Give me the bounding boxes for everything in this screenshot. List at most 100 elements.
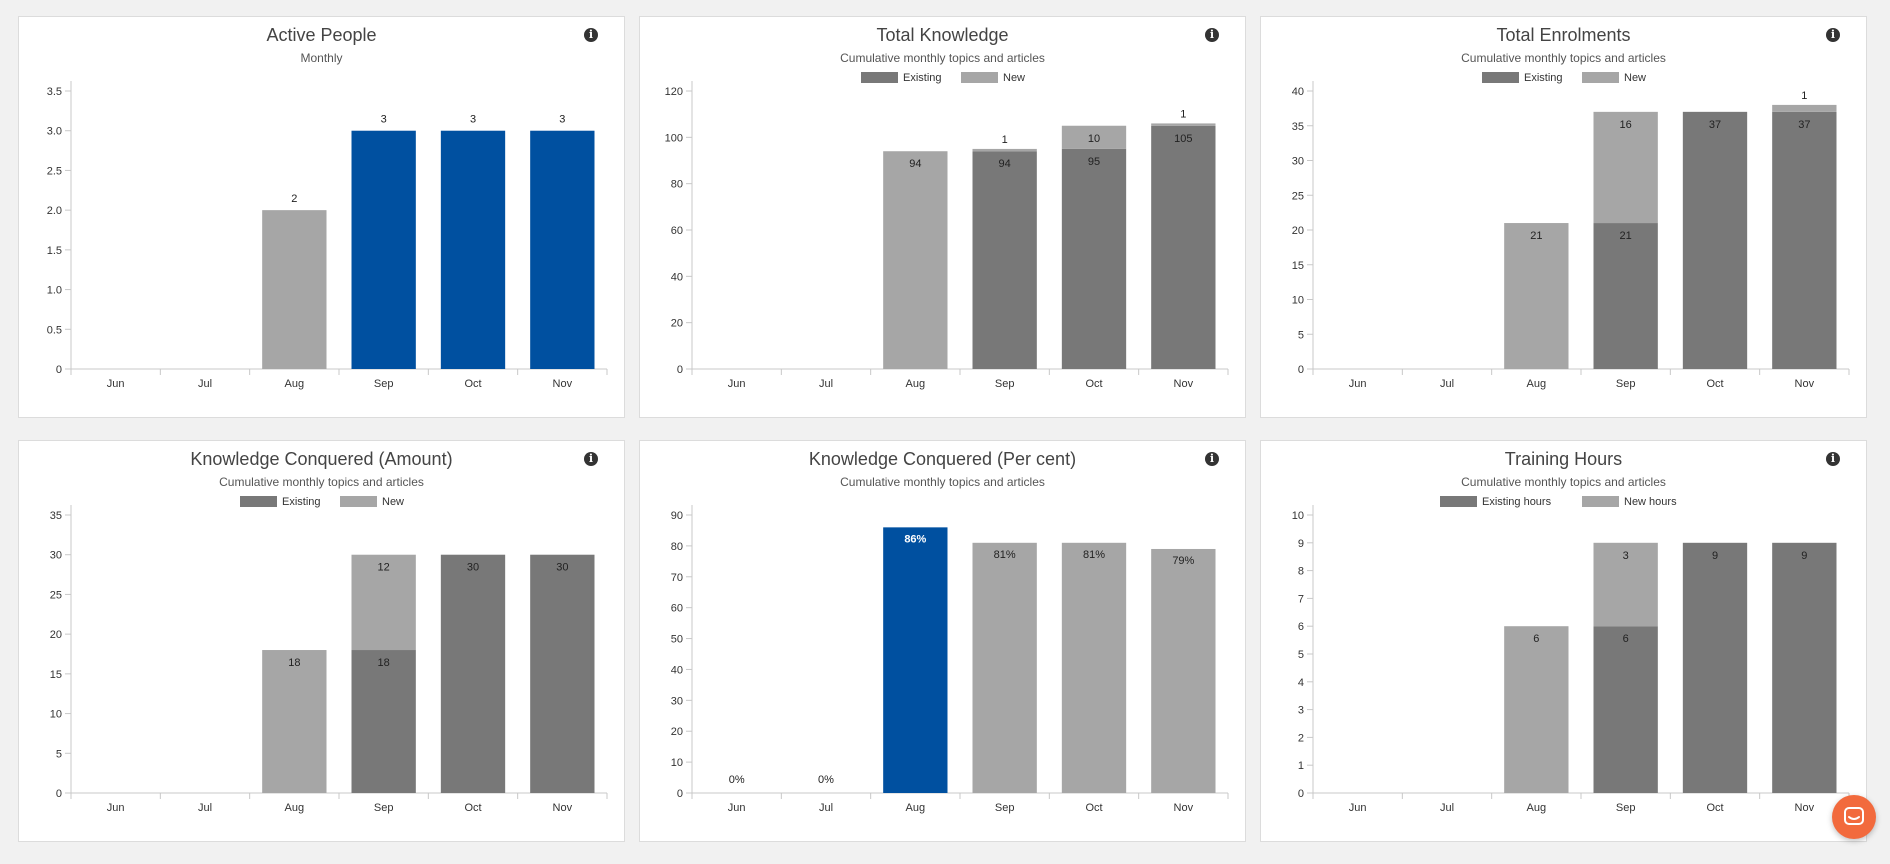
legend-label: Existing bbox=[903, 72, 942, 84]
legend-label: Existing hours bbox=[1482, 496, 1552, 508]
bar-existing bbox=[1682, 542, 1748, 793]
legend-swatch bbox=[861, 72, 898, 83]
x-tick-label: Jul bbox=[198, 802, 212, 814]
x-tick-label: Oct bbox=[1085, 802, 1102, 814]
x-tick-label: Aug bbox=[285, 378, 305, 390]
y-tick-label: 0 bbox=[1298, 364, 1304, 376]
chart-panel-total-enrolments: Total Enrolments Cumulative monthly topi… bbox=[1260, 16, 1867, 418]
bar-existing bbox=[972, 151, 1037, 369]
bar-existing bbox=[1772, 111, 1837, 369]
data-label: 6 bbox=[1533, 633, 1539, 645]
y-tick-label: 20 bbox=[671, 726, 683, 738]
x-tick-label: Jun bbox=[107, 378, 125, 390]
panel-title: Training Hours bbox=[1504, 449, 1623, 469]
panel-title: Total Enrolments bbox=[1496, 25, 1631, 45]
data-label: 30 bbox=[556, 562, 568, 574]
data-label: 94 bbox=[999, 158, 1011, 170]
y-tick-label: 100 bbox=[665, 132, 683, 144]
legend-label: New hours bbox=[1624, 496, 1677, 508]
total-knowledge-chart: Existing New 0 20 40 60 80 100 120 Jun Jul Aug Sep Oc… bbox=[665, 72, 1229, 390]
x-tick-label: Oct bbox=[464, 378, 481, 390]
panel-subtitle: Monthly bbox=[300, 51, 343, 65]
y-tick-label: 2.0 bbox=[47, 205, 62, 217]
y-tick-label: 60 bbox=[671, 225, 683, 237]
bar-new bbox=[1593, 111, 1658, 224]
x-tick-label: Aug bbox=[1527, 378, 1547, 390]
data-label: 105 bbox=[1174, 133, 1192, 145]
data-label: 21 bbox=[1620, 230, 1632, 242]
legend-label: New bbox=[382, 496, 404, 508]
bar-new bbox=[1061, 125, 1127, 149]
x-tick-label: Sep bbox=[1616, 378, 1636, 390]
x-tick-label: Nov bbox=[1174, 802, 1194, 814]
bar bbox=[1061, 542, 1127, 793]
panel-title: Knowledge Conquered (Per cent) bbox=[808, 449, 1077, 469]
training-hours-chart: Existing hours New hours 0 1 2 3 4 5 6 7 8 9 10 Jun Ju… bbox=[1292, 496, 1850, 814]
info-icon[interactable]: i bbox=[1826, 28, 1840, 42]
info-icon[interactable]: i bbox=[1205, 452, 1219, 466]
legend-swatch bbox=[1582, 72, 1619, 83]
panel-title: Total Knowledge bbox=[876, 25, 1009, 45]
data-label: 81% bbox=[1083, 549, 1105, 561]
y-tick-label: 35 bbox=[1292, 121, 1304, 133]
data-label: 95 bbox=[1088, 156, 1100, 168]
y-tick-label: 20 bbox=[50, 629, 62, 641]
bar-existing bbox=[1593, 223, 1658, 369]
y-tick-label: 15 bbox=[1292, 260, 1304, 272]
data-label: 30 bbox=[467, 562, 479, 574]
legend-swatch bbox=[961, 72, 998, 83]
bar bbox=[351, 130, 416, 369]
bar-existing bbox=[1151, 125, 1216, 369]
data-label: 1 bbox=[1801, 90, 1807, 102]
data-label: 12 bbox=[378, 562, 390, 574]
y-tick-label: 8 bbox=[1298, 566, 1304, 578]
panel-subtitle: Cumulative monthly topics and articles bbox=[840, 475, 1045, 489]
y-tick-label: 0 bbox=[1298, 788, 1304, 800]
y-tick-label: 30 bbox=[1292, 156, 1304, 168]
bar bbox=[972, 542, 1037, 793]
y-tick-label: 2 bbox=[1298, 732, 1304, 744]
y-tick-label: 15 bbox=[50, 669, 62, 681]
chat-launcher-button[interactable] bbox=[1832, 795, 1876, 839]
x-tick-label: Jul bbox=[1440, 802, 1454, 814]
info-icon[interactable]: i bbox=[584, 28, 598, 42]
x-tick-label: Oct bbox=[1706, 378, 1723, 390]
y-tick-label: 2.5 bbox=[47, 165, 62, 177]
y-tick-label: 25 bbox=[1292, 190, 1304, 202]
bar-new bbox=[262, 650, 327, 793]
legend-label: Existing bbox=[282, 496, 321, 508]
data-label: 2 bbox=[291, 193, 297, 205]
y-tick-label: 40 bbox=[1292, 86, 1304, 98]
x-tick-label: Sep bbox=[374, 802, 394, 814]
info-icon[interactable]: i bbox=[1205, 28, 1219, 42]
y-tick-label: 7 bbox=[1298, 593, 1304, 605]
data-label: 3 bbox=[470, 114, 476, 126]
info-icon[interactable]: i bbox=[1826, 452, 1840, 466]
x-tick-label: Nov bbox=[1795, 802, 1815, 814]
y-tick-label: 5 bbox=[1298, 329, 1304, 341]
bar-new bbox=[351, 554, 416, 651]
data-label: 0% bbox=[729, 774, 745, 786]
panel-subtitle: Cumulative monthly topics and articles bbox=[1461, 475, 1666, 489]
chart-panel-knowledge-conquered-percent: Knowledge Conquered (Per cent) Cumulativ… bbox=[639, 440, 1246, 842]
y-tick-label: 0 bbox=[56, 364, 62, 376]
x-tick-label: Jun bbox=[728, 802, 746, 814]
bar-new bbox=[1151, 123, 1216, 126]
legend-swatch bbox=[1440, 496, 1477, 507]
legend-label: New bbox=[1624, 72, 1646, 84]
y-tick-label: 0.5 bbox=[47, 324, 62, 336]
y-tick-label: 10 bbox=[671, 757, 683, 769]
y-tick-label: 0 bbox=[56, 788, 62, 800]
x-tick-label: Jul bbox=[1440, 378, 1454, 390]
knowledge-conquered-percent-chart: 0 10 20 30 40 50 60 70 80 90 Jun Jul Aug Sep Oct Nov 0% 0… bbox=[671, 505, 1229, 814]
legend-swatch bbox=[240, 496, 277, 507]
data-label: 3 bbox=[559, 114, 565, 126]
bar-existing bbox=[1772, 542, 1837, 793]
bar bbox=[1151, 548, 1216, 793]
legend-label: New bbox=[1003, 72, 1025, 84]
y-tick-label: 20 bbox=[671, 318, 683, 330]
y-tick-label: 40 bbox=[671, 271, 683, 283]
chart-panel-knowledge-conquered-amount: Knowledge Conquered (Amount) Cumulative … bbox=[18, 440, 625, 842]
info-icon[interactable]: i bbox=[584, 452, 598, 466]
total-enrolments-chart: Existing New 0 5 10 15 20 25 30 35 40 Jun Jul Aug Sep O… bbox=[1292, 72, 1850, 390]
